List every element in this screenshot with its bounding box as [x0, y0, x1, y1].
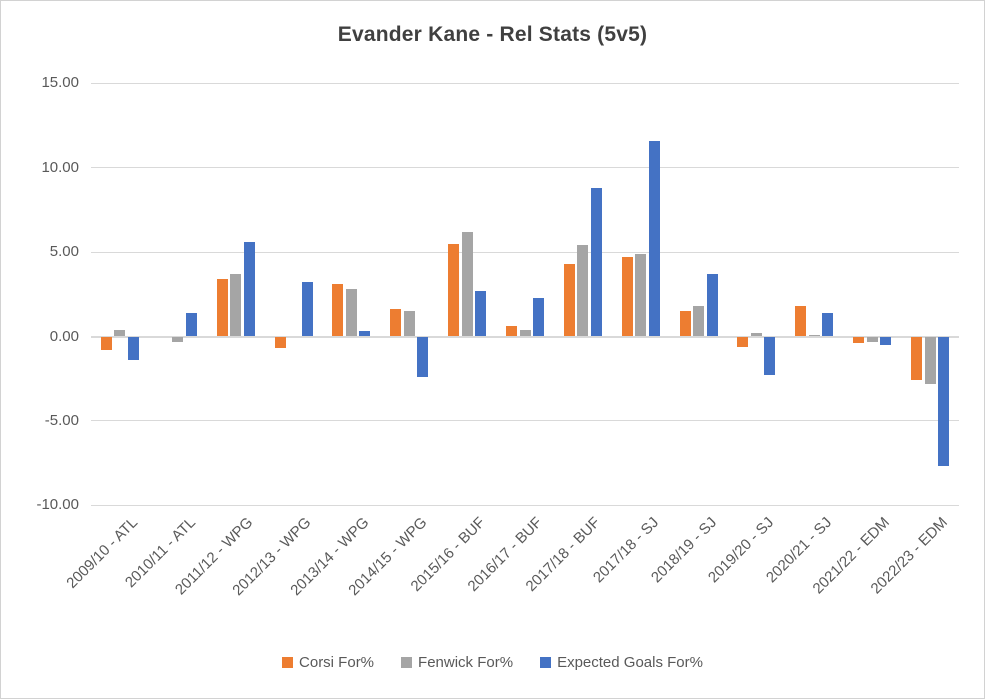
- bar-corsi-for: [390, 309, 402, 337]
- bar-expected-goals-for: [243, 241, 255, 337]
- bar-corsi-for: [448, 243, 460, 337]
- bar-corsi-for: [274, 336, 286, 349]
- bar-expected-goals-for: [706, 274, 718, 337]
- legend-swatch-icon: [401, 657, 413, 668]
- bar-expected-goals-for: [648, 140, 660, 337]
- bar-expected-goals-for: [359, 331, 371, 337]
- bar-corsi-for: [332, 284, 344, 337]
- bar-expected-goals-for: [938, 336, 950, 467]
- chart-title: Evander Kane - Rel Stats (5v5): [337, 23, 648, 46]
- legend-swatch-icon: [540, 657, 552, 668]
- gridline: [91, 251, 959, 253]
- bar-expected-goals-for: [417, 336, 429, 377]
- legend: Corsi For% Fenwick For% Expected Goals For…: [1, 654, 984, 671]
- bar-corsi-for: [506, 326, 517, 337]
- bar-corsi-for: [853, 336, 865, 344]
- y-axis-tick-label: -10.00: [36, 496, 79, 514]
- bar-expected-goals-for: [764, 336, 776, 376]
- bar-fenwick-for: [172, 336, 184, 342]
- legend-label: Corsi For%: [299, 654, 375, 671]
- gridline: [91, 167, 959, 169]
- legend-item-expected-goals-for: Expected Goals For%: [540, 654, 703, 671]
- legend-label: Expected Goals For%: [557, 654, 703, 671]
- bar-expected-goals-for: [301, 282, 313, 337]
- bar-fenwick-for: [519, 329, 531, 337]
- zero-axis-line: [91, 335, 959, 338]
- bar-corsi-for: [621, 257, 633, 337]
- y-axis-tick-label: -5.00: [44, 411, 79, 429]
- bar-expected-goals-for: [127, 336, 139, 361]
- y-axis-tick-label: 15.00: [41, 74, 79, 92]
- bar-fenwick-for: [924, 336, 936, 384]
- bar-fenwick-for: [693, 306, 705, 337]
- bar-expected-goals-for: [590, 187, 602, 337]
- gridline: [91, 504, 959, 506]
- bar-fenwick-for: [345, 289, 357, 337]
- bar-expected-goals-for: [185, 312, 197, 337]
- bar-fenwick-for: [403, 311, 415, 337]
- y-axis-tick-label: 5.00: [49, 243, 79, 261]
- bar-corsi-for: [216, 279, 228, 337]
- y-axis-tick-label: 0.00: [49, 327, 79, 345]
- bar-fenwick-for: [866, 336, 878, 342]
- bar-fenwick-for: [750, 333, 762, 337]
- bar-fenwick-for: [808, 334, 820, 337]
- bar-expected-goals-for: [880, 336, 892, 345]
- legend-swatch-icon: [282, 657, 294, 668]
- bar-fenwick-for: [635, 253, 647, 337]
- bar-expected-goals-for: [533, 297, 544, 337]
- bar-fenwick-for: [230, 274, 242, 337]
- bar-corsi-for: [563, 263, 575, 337]
- bar-corsi-for: [795, 306, 807, 337]
- gridline: [91, 420, 959, 422]
- bar-fenwick-for: [577, 245, 589, 337]
- bar-fenwick-for: [114, 329, 126, 337]
- bar-expected-goals-for: [475, 290, 487, 337]
- bar-corsi-for: [100, 336, 112, 350]
- bar-corsi-for: [679, 311, 691, 337]
- bar-expected-goals-for: [822, 312, 834, 337]
- gridline: [91, 82, 959, 84]
- bar-fenwick-for: [461, 231, 473, 337]
- legend-item-corsi-for: Corsi For%: [282, 654, 374, 671]
- y-axis-tick-label: 10.00: [41, 158, 79, 176]
- bar-corsi-for: [911, 336, 923, 381]
- bar-corsi-for: [737, 336, 749, 347]
- legend-item-fenwick-for: Fenwick For%: [401, 654, 513, 671]
- legend-label: Fenwick For%: [418, 654, 514, 671]
